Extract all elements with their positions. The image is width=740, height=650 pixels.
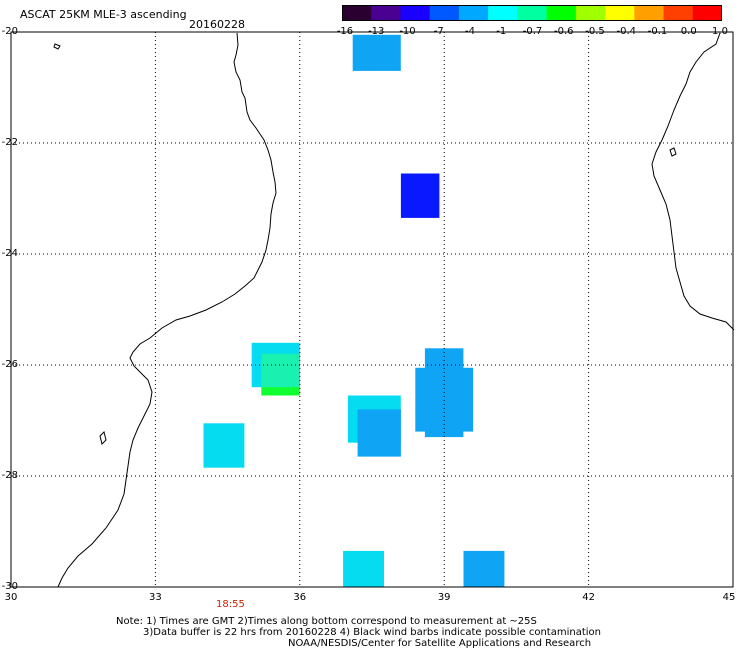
time-label: 18:55 [216, 599, 245, 610]
color-scale-swatch [342, 5, 372, 21]
wind-cell [357, 409, 401, 457]
note-line-3: NOAA/NESDIS/Center for Satellite Applica… [288, 638, 592, 649]
map-plot [10, 31, 735, 588]
color-scale-swatch [429, 5, 460, 21]
wind-cell [400, 173, 440, 218]
map-date: 20160228 [189, 18, 245, 31]
note-line-1: Note: 1) Times are GMT 2)Times along bot… [116, 616, 537, 627]
x-tick-label: 45 [722, 592, 736, 603]
wind-cell [203, 423, 245, 468]
color-scale-bar [342, 5, 722, 21]
wind-cell [415, 367, 474, 432]
coastline-africa [57, 32, 277, 588]
color-scale-swatch [371, 5, 401, 21]
coastline-madagascar [651, 32, 735, 331]
coastline [53, 32, 735, 588]
color-scale-swatch [400, 5, 431, 21]
grid-lines [11, 32, 733, 587]
y-tick-label: -20 [1, 26, 18, 37]
x-tick-label: 30 [4, 592, 18, 603]
wind-cell [463, 550, 505, 587]
island-top [53, 43, 61, 50]
color-scale-swatch [575, 5, 606, 21]
wind-cell [352, 34, 401, 71]
color-scale-swatch [634, 5, 665, 21]
color-scale-swatch [605, 5, 635, 21]
wind-cell [343, 550, 384, 587]
y-tick-label: -26 [1, 359, 18, 370]
x-tick-label: 36 [293, 592, 307, 603]
x-tick-label: 39 [437, 592, 451, 603]
color-scale-swatch [517, 5, 548, 21]
island-right [669, 147, 677, 157]
color-scale-swatch [663, 5, 694, 21]
color-scale-swatch [692, 5, 722, 21]
color-scale-swatch [488, 5, 518, 21]
color-scale-swatch [458, 5, 489, 21]
x-tick-label: 33 [149, 592, 162, 603]
y-tick-label: -24 [1, 248, 18, 259]
x-tick-label: 42 [582, 592, 595, 603]
wind-cell [261, 353, 300, 388]
island-left [99, 431, 107, 445]
map-title: ASCAT 25KM MLE-3 ascending [20, 8, 187, 21]
plot-frame [10, 31, 734, 588]
note-line-2: 3)Data buffer is 22 hrs from 20160228 4)… [143, 627, 601, 638]
y-tick-label: -30 [1, 581, 18, 592]
color-scale-swatch [546, 5, 577, 21]
y-tick-label: -22 [1, 137, 18, 148]
color-scale-border [342, 5, 722, 21]
y-tick-label: -28 [1, 470, 18, 481]
